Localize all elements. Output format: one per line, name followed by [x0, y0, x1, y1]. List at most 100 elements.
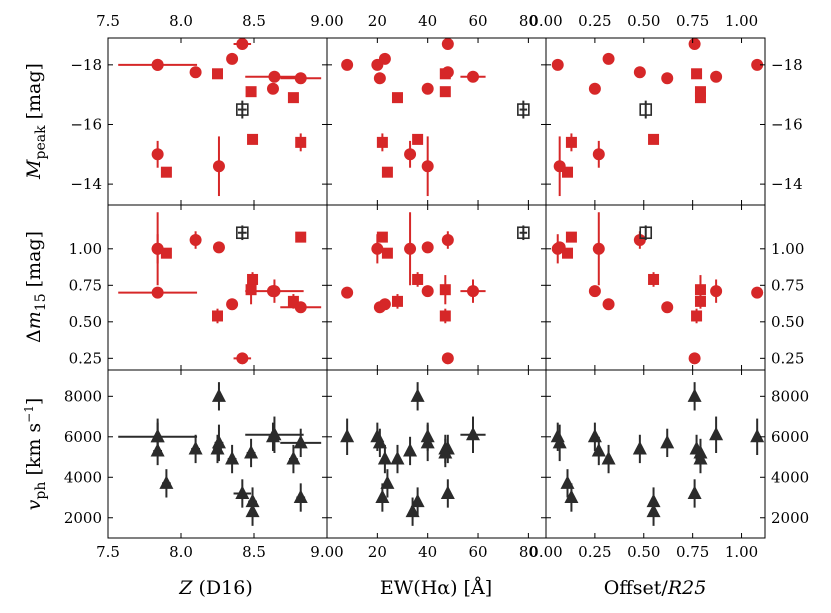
data-point-N [646, 503, 661, 518]
data-point-R [372, 434, 387, 449]
data-point-P [709, 426, 724, 441]
data-point-G [212, 241, 225, 254]
data-point-M [410, 493, 425, 508]
data-point-J [687, 485, 702, 499]
data-point-A [341, 58, 354, 71]
data-point-L [245, 284, 257, 296]
y-tick-label-right: 8000 [771, 387, 809, 405]
data-point-C [151, 242, 164, 255]
data-point-Q [694, 295, 706, 307]
data-point-G [212, 160, 225, 173]
panel-frame [326, 37, 547, 206]
data-point-K [236, 103, 249, 116]
data-point-N [245, 503, 260, 518]
data-point-M [412, 133, 424, 145]
panel-dm15-vs-EW [341, 212, 530, 365]
data-point-D [159, 475, 174, 489]
data-point-M [247, 133, 259, 145]
data-point-G [553, 160, 566, 173]
y-tick-label-right: 2000 [771, 509, 809, 527]
data-point-E [633, 66, 646, 79]
data-point-C [551, 58, 564, 71]
y-axis-label-part: ph [33, 482, 49, 500]
panel-vph-vs-EW [340, 382, 486, 526]
data-point-J [235, 485, 250, 499]
data-point-C [151, 58, 164, 71]
data-point-R [661, 72, 674, 85]
data-point-D [160, 247, 172, 259]
panel-Mpeak-vs-EW [341, 38, 530, 197]
data-point-Q [390, 451, 405, 465]
y-tick-label-right: −16 [771, 115, 803, 133]
x-tick-label-bottom: 7.5 [96, 543, 120, 561]
panel-vph-vs-Z [118, 382, 322, 526]
y-axis-label-part: −1 [22, 405, 36, 423]
y-tick-label-right: 0.50 [771, 313, 804, 331]
x-tick-label-top: 7.5 [96, 12, 120, 30]
y-tick-label-left: −16 [70, 115, 102, 133]
panel-Mpeak-vs-Off [551, 38, 764, 197]
data-point-L [438, 444, 453, 459]
data-point-O [588, 82, 601, 95]
y-axis-label-part: v [23, 499, 45, 510]
data-point-Q [694, 92, 706, 104]
data-point-A [151, 286, 164, 299]
data-point-O [266, 82, 279, 95]
data-point-R [660, 434, 675, 449]
x-axis-label-metallicity: Z (D16) [178, 577, 252, 599]
data-point-A [751, 286, 764, 299]
data-point-B [403, 442, 418, 457]
panel-dm15-vs-Off [551, 212, 764, 365]
data-point-E [189, 234, 202, 247]
x-tick-label-top: 8.5 [242, 12, 266, 30]
tick-layer: 7.5 7.5 8.0 8.0 8.5 8.5 9.00 9.00 20 20 40 40 60 60 80… [22, 12, 809, 561]
data-point-Q [286, 451, 301, 465]
data-point-I [601, 451, 616, 465]
data-point-I [377, 451, 392, 465]
x-tick-label-top: 9.00 [310, 12, 343, 30]
data-point-I [226, 52, 239, 65]
x-tick-label-bottom: 0.00 [529, 543, 562, 561]
y-tick-label-right: 4000 [771, 468, 809, 486]
data-point-P [268, 285, 281, 298]
panel-frame [326, 369, 547, 539]
data-point-E [188, 440, 203, 455]
data-point-C [150, 428, 165, 443]
data-point-O [587, 428, 602, 443]
panel-frame [545, 204, 766, 371]
y-tick-label-left: 2000 [64, 509, 102, 527]
panel-frame [326, 204, 547, 371]
data-point-D [562, 247, 574, 259]
data-point-B [151, 148, 164, 161]
y-tick-label-left: −18 [70, 56, 102, 74]
y-tick-label-left: 0.75 [69, 276, 102, 294]
panel-Mpeak-vs-Z [118, 38, 322, 197]
x-tick-label-top: 0.00 [529, 12, 562, 30]
y-tick-label-right: 6000 [771, 428, 809, 446]
y-tick-label-right: −18 [771, 56, 803, 74]
data-point-O [421, 285, 434, 298]
y-tick-label-right: 1.00 [771, 240, 804, 258]
data-point-S [565, 136, 577, 148]
data-point-E [633, 234, 646, 247]
y-tick-label-right: 0.75 [771, 276, 804, 294]
data-point-G [421, 160, 434, 173]
data-point-J [688, 38, 701, 50]
data-point-R [661, 301, 674, 314]
data-point-F [439, 68, 451, 80]
data-point-M [247, 273, 259, 285]
data-point-N [405, 503, 420, 518]
data-point-C [371, 242, 384, 255]
data-point-P [467, 70, 479, 83]
data-point-J [441, 352, 454, 365]
data-point-K [639, 103, 653, 116]
y-tick-label-left: 4000 [64, 468, 102, 486]
data-point-J [236, 352, 249, 365]
y-axis-label-part: [km s [23, 423, 45, 482]
data-point-F [212, 68, 223, 80]
data-point-B [404, 242, 417, 255]
data-point-M [648, 273, 660, 285]
data-point-D [562, 166, 574, 178]
y-axis-label-part: M [23, 159, 45, 180]
